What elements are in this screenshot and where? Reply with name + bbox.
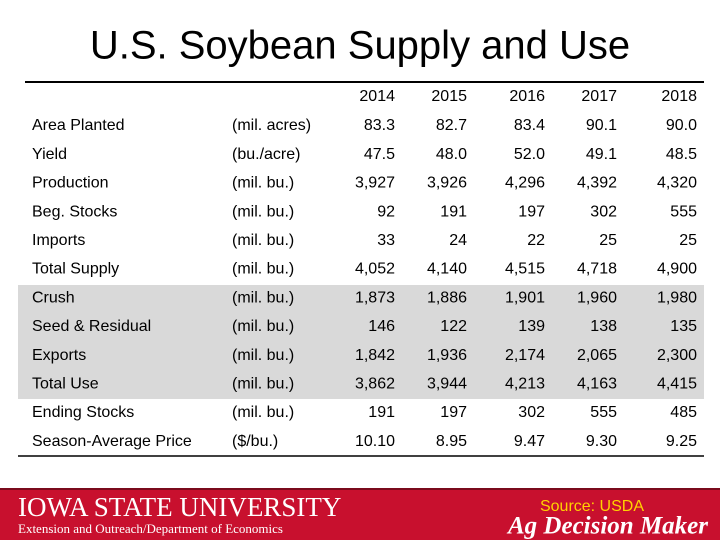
unit-label: (mil. acres)	[232, 117, 311, 134]
table-cell: 139	[518, 318, 545, 335]
unit-label: (mil. bu.)	[232, 261, 294, 278]
table-cell: 3,862	[355, 376, 395, 393]
table-cell: 9.25	[666, 433, 697, 450]
table-cell: 92	[377, 203, 395, 220]
row-label: Crush	[32, 289, 75, 306]
unit-label: (mil. bu.)	[232, 347, 294, 364]
table-cell: 9.30	[586, 433, 617, 450]
table-cell: 302	[518, 404, 545, 421]
table-cell: 24	[449, 232, 467, 249]
table-cell: 4,052	[355, 261, 395, 278]
table-cell: 122	[440, 318, 467, 335]
unit-label: (mil. bu.)	[232, 175, 294, 192]
table-cell: 10.10	[355, 433, 395, 450]
table-cell: 4,900	[657, 261, 697, 278]
table-cell: 47.5	[364, 146, 395, 163]
unit-label: (bu./acre)	[232, 146, 300, 163]
table-cell: 82.7	[436, 117, 467, 134]
column-header: 2015	[431, 88, 467, 105]
table-cell: 3,927	[355, 175, 395, 192]
unit-label: (mil. bu.)	[232, 376, 294, 393]
table-cell: 4,392	[577, 175, 617, 192]
table-cell: 4,320	[657, 175, 697, 192]
table-cell: 48.0	[436, 146, 467, 163]
table-cell: 302	[590, 203, 617, 220]
table-cell: 83.3	[364, 117, 395, 134]
table-cell: 485	[670, 404, 697, 421]
table-cell: 4,718	[577, 261, 617, 278]
row-label: Imports	[32, 232, 85, 249]
table-cell: 4,415	[657, 376, 697, 393]
department-name: Extension and Outreach/Department of Eco…	[18, 521, 283, 536]
table-cell: 9.47	[514, 433, 545, 450]
table-cell: 3,926	[427, 175, 467, 192]
unit-label: (mil. bu.)	[232, 318, 294, 335]
table-cell: 191	[368, 404, 395, 421]
unit-label: (mil. bu.)	[232, 289, 294, 306]
row-label: Yield	[32, 146, 67, 163]
table-cell: 4,213	[505, 376, 545, 393]
unit-label: (mil. bu.)	[232, 232, 294, 249]
table-cell: 48.5	[666, 146, 697, 163]
column-header: 2018	[661, 88, 697, 105]
table-cell: 1,960	[577, 289, 617, 306]
table-cell: 197	[518, 203, 545, 220]
highlight-band	[18, 285, 704, 399]
row-label: Beg. Stocks	[32, 203, 117, 220]
table-cell: 1,980	[657, 289, 697, 306]
table-cell: 138	[590, 318, 617, 335]
table-cell: 1,873	[355, 289, 395, 306]
table-cell: 197	[440, 404, 467, 421]
row-label: Area Planted	[32, 117, 125, 134]
table-cell: 33	[377, 232, 395, 249]
table-cell: 2,300	[657, 347, 697, 364]
column-header: 2014	[359, 88, 395, 105]
table-cell: 49.1	[586, 146, 617, 163]
brand-name: Ag Decision Maker	[506, 513, 708, 540]
table: 2014 2015 2016 2017 2018 Area Planted (mil. ac…	[32, 88, 697, 450]
slide-title: U.S. Soybean Supply and Use	[90, 24, 630, 68]
row-label: Total Use	[32, 376, 99, 393]
row-label: Ending Stocks	[32, 404, 134, 421]
footer-band	[0, 489, 720, 540]
table-cell: 25	[599, 232, 617, 249]
column-header: 2017	[581, 88, 617, 105]
table-cell: 191	[440, 203, 467, 220]
table-cell: 1,936	[427, 347, 467, 364]
table-cell: 8.95	[436, 433, 467, 450]
unit-label: (mil. bu.)	[232, 404, 294, 421]
table-cell: 1,842	[355, 347, 395, 364]
table-cell: 4,515	[505, 261, 545, 278]
university-name: IOWA STATE UNIVERSITY	[18, 492, 341, 522]
column-header: 2016	[509, 88, 545, 105]
unit-label: ($/bu.)	[232, 433, 278, 450]
table-cell: 25	[679, 232, 697, 249]
table-cell: 4,163	[577, 376, 617, 393]
row-label: Seed & Residual	[32, 318, 151, 335]
table-cell: 2,065	[577, 347, 617, 364]
unit-label: (mil. bu.)	[232, 203, 294, 220]
row-label: Production	[32, 175, 109, 192]
table-cell: 2,174	[505, 347, 545, 364]
source-note: Source: USDA	[540, 498, 644, 515]
table-cell: 4,296	[505, 175, 545, 192]
table-cell: 555	[670, 203, 697, 220]
table-cell: 22	[527, 232, 545, 249]
table-cell: 52.0	[514, 146, 545, 163]
row-label: Total Supply	[32, 261, 119, 278]
row-label: Season-Average Price	[32, 433, 192, 450]
table-cell: 146	[368, 318, 395, 335]
table-cell: 83.4	[514, 117, 545, 134]
table-cell: 555	[590, 404, 617, 421]
table-cell: 90.1	[586, 117, 617, 134]
table-cell: 90.0	[666, 117, 697, 134]
table-cell: 1,886	[427, 289, 467, 306]
row-label: Exports	[32, 347, 86, 364]
table-cell: 3,944	[427, 376, 467, 393]
table-cell: 4,140	[427, 261, 467, 278]
table-cell: 1,901	[505, 289, 545, 306]
table-cell: 135	[670, 318, 697, 335]
